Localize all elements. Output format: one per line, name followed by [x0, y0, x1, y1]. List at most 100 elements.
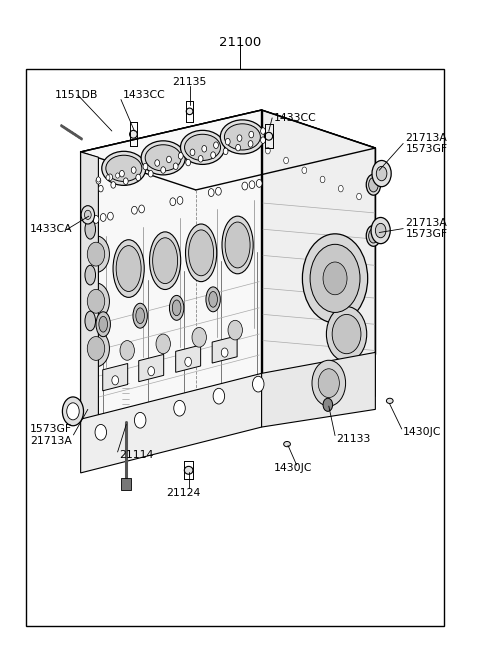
Text: 1430JC: 1430JC: [403, 427, 442, 438]
Circle shape: [318, 369, 339, 398]
Polygon shape: [263, 354, 375, 416]
Circle shape: [326, 307, 367, 362]
Circle shape: [213, 388, 225, 404]
Ellipse shape: [99, 316, 108, 332]
Circle shape: [214, 142, 218, 149]
Circle shape: [87, 242, 105, 266]
Text: 21135: 21135: [172, 77, 207, 87]
Polygon shape: [81, 110, 375, 190]
Circle shape: [372, 160, 391, 187]
Ellipse shape: [185, 224, 217, 282]
Ellipse shape: [225, 222, 250, 268]
Circle shape: [236, 144, 240, 151]
Ellipse shape: [366, 174, 381, 195]
Polygon shape: [81, 110, 262, 421]
Circle shape: [323, 398, 333, 411]
Circle shape: [136, 174, 141, 181]
Polygon shape: [262, 352, 375, 427]
Circle shape: [332, 314, 361, 354]
Circle shape: [155, 160, 159, 166]
Text: 1573GF: 1573GF: [406, 144, 448, 155]
Circle shape: [228, 320, 242, 340]
Circle shape: [95, 424, 107, 440]
Circle shape: [170, 198, 176, 206]
Ellipse shape: [133, 303, 147, 328]
Circle shape: [371, 217, 390, 244]
Circle shape: [242, 182, 248, 190]
Polygon shape: [262, 110, 375, 375]
Circle shape: [132, 206, 137, 214]
Circle shape: [357, 193, 361, 200]
Bar: [26, 69, 444, 626]
Circle shape: [284, 157, 288, 164]
Polygon shape: [212, 336, 237, 363]
Circle shape: [173, 163, 178, 170]
Circle shape: [83, 283, 109, 320]
Circle shape: [302, 234, 368, 323]
Circle shape: [156, 334, 170, 354]
Text: 21100: 21100: [219, 36, 261, 49]
Circle shape: [106, 175, 110, 180]
Polygon shape: [81, 373, 262, 473]
Ellipse shape: [136, 308, 144, 324]
Circle shape: [221, 348, 228, 357]
Circle shape: [338, 185, 343, 192]
Circle shape: [148, 367, 155, 376]
Circle shape: [81, 206, 95, 224]
Circle shape: [237, 135, 242, 141]
Circle shape: [120, 341, 134, 360]
Circle shape: [223, 148, 228, 155]
Circle shape: [323, 262, 347, 295]
Ellipse shape: [102, 151, 146, 185]
Circle shape: [249, 131, 254, 138]
Ellipse shape: [386, 398, 393, 403]
Polygon shape: [81, 152, 98, 421]
Circle shape: [177, 196, 183, 204]
Circle shape: [96, 177, 100, 182]
Circle shape: [96, 178, 101, 184]
Ellipse shape: [145, 145, 181, 171]
Circle shape: [116, 173, 120, 178]
Circle shape: [112, 376, 119, 385]
Polygon shape: [103, 364, 128, 391]
Ellipse shape: [113, 240, 144, 297]
Ellipse shape: [85, 311, 96, 331]
Circle shape: [249, 181, 255, 189]
Ellipse shape: [153, 238, 178, 284]
Circle shape: [108, 174, 112, 181]
Circle shape: [120, 170, 124, 177]
Ellipse shape: [85, 265, 96, 285]
Ellipse shape: [106, 155, 142, 181]
Circle shape: [148, 170, 153, 177]
Text: 1430JC: 1430JC: [274, 463, 312, 474]
Text: 21713A: 21713A: [406, 217, 447, 228]
Circle shape: [100, 214, 106, 221]
Circle shape: [139, 205, 144, 213]
Polygon shape: [139, 354, 164, 382]
Ellipse shape: [149, 232, 180, 290]
Circle shape: [185, 357, 192, 366]
Text: 1151DB: 1151DB: [55, 90, 98, 100]
Circle shape: [320, 176, 325, 183]
Circle shape: [134, 413, 146, 428]
Text: 1433CA: 1433CA: [30, 224, 73, 234]
Circle shape: [174, 400, 185, 416]
Circle shape: [208, 189, 214, 196]
Circle shape: [62, 397, 84, 426]
Circle shape: [312, 360, 346, 406]
Ellipse shape: [225, 124, 260, 150]
Circle shape: [202, 145, 207, 152]
Text: 1573GF: 1573GF: [30, 424, 72, 434]
Ellipse shape: [169, 295, 184, 320]
Ellipse shape: [189, 230, 214, 276]
Text: 21713A: 21713A: [406, 132, 447, 143]
Circle shape: [198, 155, 203, 162]
Ellipse shape: [222, 216, 253, 274]
Ellipse shape: [369, 229, 378, 243]
Ellipse shape: [206, 287, 220, 312]
Circle shape: [179, 153, 183, 159]
Circle shape: [310, 244, 360, 312]
Circle shape: [161, 167, 166, 174]
Polygon shape: [81, 354, 375, 421]
Circle shape: [131, 167, 136, 174]
